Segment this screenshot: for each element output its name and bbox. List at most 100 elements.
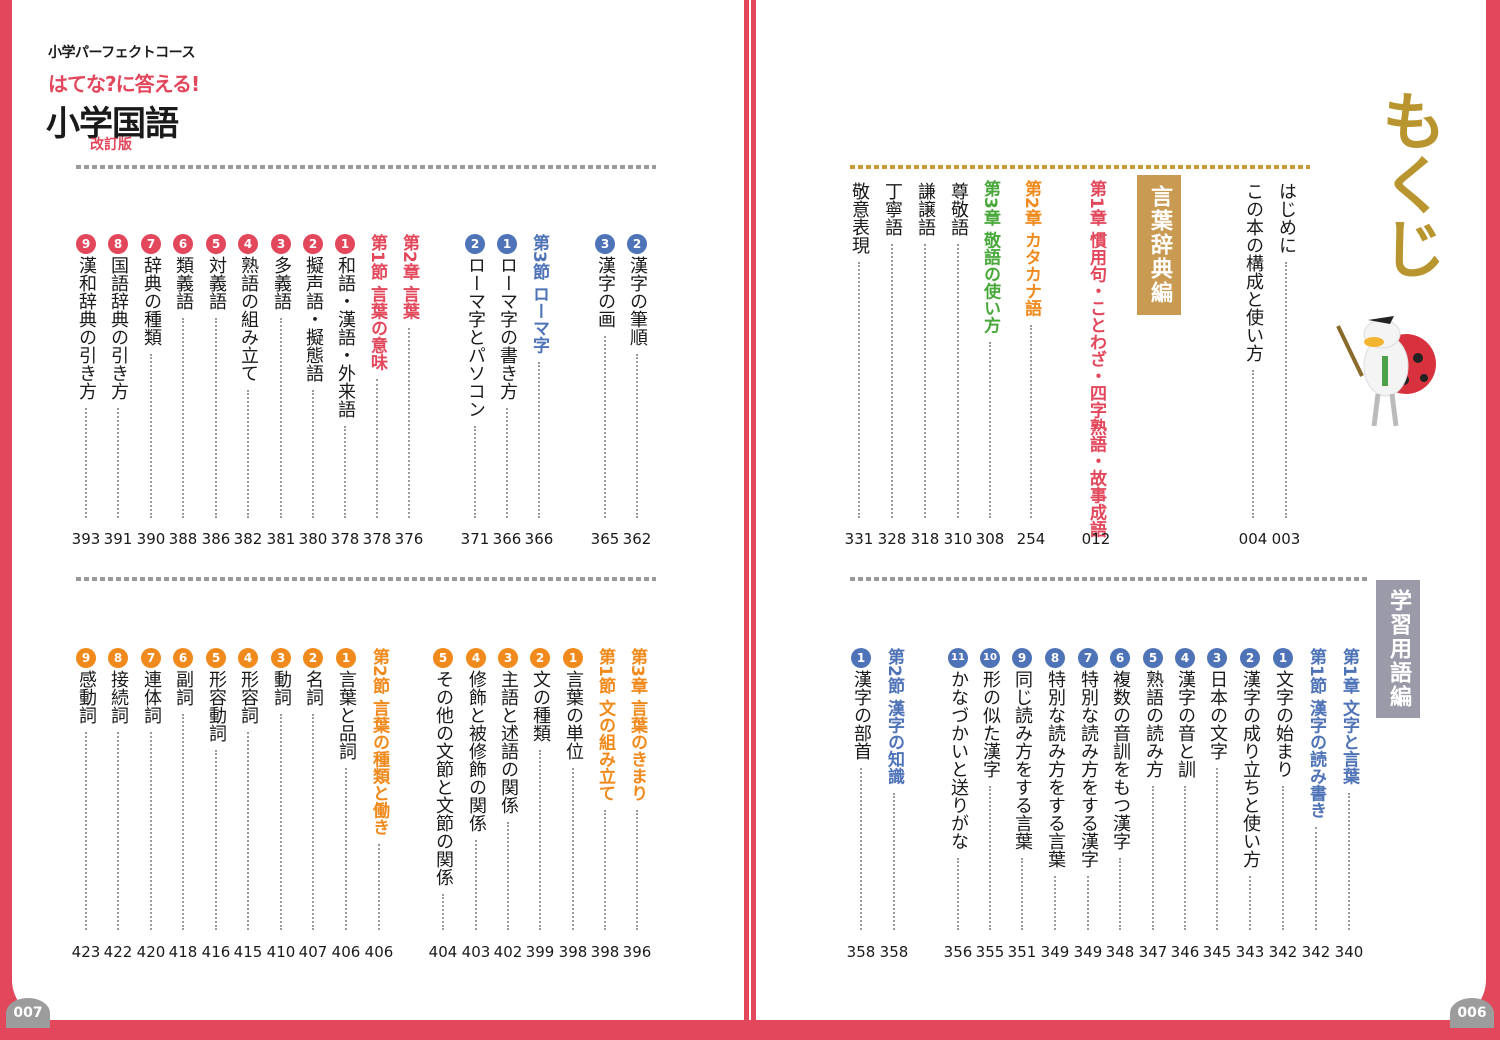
toc-label: 形の似た漢字 <box>980 670 1001 778</box>
toc-heading: 第3節 ローマ字 <box>529 234 549 354</box>
toc-page-number: 403 <box>461 943 491 961</box>
toc-page-number: 388 <box>168 530 198 548</box>
toc-page-number: 310 <box>943 530 973 548</box>
toc-label: はじめに <box>1276 182 1297 254</box>
leader-dots <box>539 750 541 930</box>
toc-heading: 第3章 敬語の使い方 <box>980 180 1000 334</box>
toc-entry: 8 特別な読み方をする言葉 <box>1040 648 1070 940</box>
leader-dots <box>475 840 477 930</box>
item-number-badge: 6 <box>1110 648 1130 668</box>
item-number-badge: 7 <box>141 648 161 668</box>
leader-dots <box>1249 876 1251 930</box>
toc-page-number: 362 <box>622 530 652 548</box>
toc-entry: 第3章 言葉のきまり <box>622 648 652 940</box>
item-number-badge: 6 <box>173 648 193 668</box>
toc-heading: 第2節 漢字の知識 <box>884 648 904 785</box>
toc-entry: 丁寧語 <box>877 180 907 528</box>
leader-dots <box>85 408 87 518</box>
leader-dots <box>376 378 378 518</box>
edition-label: 改訂版 <box>90 137 132 153</box>
toc-page-number: 390 <box>136 530 166 548</box>
toc-entry: 1 文字の始まり <box>1268 648 1298 940</box>
toc-label: ローマ字とパソコン <box>465 256 486 418</box>
toc-page-number: 342 <box>1268 943 1298 961</box>
toc-label: 熟語の読み方 <box>1143 670 1164 778</box>
toc-entry: 1 言葉と品詞 <box>331 648 361 940</box>
gutter-line <box>749 0 751 1020</box>
section-label: 言葉辞典編 <box>1147 185 1172 305</box>
toc-page-number: 376 <box>394 530 424 548</box>
toc-entry: 4 熟語の組み立て <box>233 234 263 528</box>
toc-entry: 第1章 文字と言葉 <box>1334 648 1364 940</box>
book-title: 小学国語 <box>46 104 179 144</box>
toc-entry: はじめに <box>1271 180 1301 528</box>
toc-entry: 8 国語辞典の引き方 <box>103 234 133 528</box>
toc-page-number: 399 <box>525 943 555 961</box>
toc-page-number: 366 <box>524 530 554 548</box>
leader-dots <box>1348 792 1350 930</box>
leader-dots <box>1315 826 1317 930</box>
item-number-badge: 9 <box>76 234 96 254</box>
item-number-badge: 5 <box>1143 648 1163 668</box>
item-number-badge: 1 <box>851 648 871 668</box>
toc-entry: 5 形容動詞 <box>201 648 231 940</box>
toc-entry: 1 言葉の単位 <box>558 648 588 940</box>
item-number-badge: 9 <box>76 648 96 668</box>
item-number-badge: 8 <box>108 648 128 668</box>
toc-page-number: 380 <box>298 530 328 548</box>
toc-page-number: 345 <box>1202 943 1232 961</box>
toc-label: 複数の音訓をもつ漢字 <box>1110 670 1131 850</box>
toc-heading: 第1章 文字と言葉 <box>1339 648 1359 785</box>
leader-dots <box>506 408 508 518</box>
toc-page-number: 365 <box>590 530 620 548</box>
toc-entry: 第2節 言葉の種類と働き <box>364 648 394 940</box>
leader-dots <box>1087 876 1089 930</box>
leader-dots <box>1282 786 1284 930</box>
divider <box>850 165 1310 169</box>
toc-entry: 第2章 言葉 <box>394 234 424 528</box>
tagline: はてな?に答える! <box>48 72 200 96</box>
toc-heading: 第2節 言葉の種類と働き <box>369 648 389 836</box>
item-number-badge: 11 <box>948 648 968 668</box>
item-number-badge: 4 <box>238 648 258 668</box>
toc-heading: 第2章 カタカナ語 <box>1021 180 1041 317</box>
leader-dots <box>957 244 959 518</box>
toc-entry: 1 和語・漢語・外来語 <box>330 234 360 528</box>
leader-dots <box>280 714 282 930</box>
item-number-badge: 6 <box>173 234 193 254</box>
leader-dots <box>636 809 638 930</box>
toc-page-number: 349 <box>1073 943 1103 961</box>
toc-page-number: 012 <box>1081 530 1111 548</box>
item-number-badge: 3 <box>595 234 615 254</box>
item-number-badge: 2 <box>1240 648 1260 668</box>
leader-dots <box>117 732 119 930</box>
toc-page-number: 308 <box>975 530 1005 548</box>
toc-label: 熟語の組み立て <box>238 256 259 382</box>
toc-label: 辞典の種類 <box>141 256 162 346</box>
leader-dots <box>957 858 959 930</box>
toc-entry: 9 漢和辞典の引き方 <box>71 234 101 528</box>
leader-dots <box>858 262 860 518</box>
toc-entry: 5 熟語の読み方 <box>1138 648 1168 940</box>
section-box-kotoba-jiten: 言葉辞典編 <box>1137 175 1181 315</box>
toc-label: 接続詞 <box>108 670 129 724</box>
toc-entry: 5 その他の文節と文節の関係 <box>428 648 458 940</box>
toc-entry: 3 主語と述語の関係 <box>493 648 523 940</box>
item-number-badge: 1 <box>1273 648 1293 668</box>
toc-label: 漢字の画 <box>595 256 616 328</box>
leader-dots <box>1216 768 1218 930</box>
toc-page-number: 003 <box>1271 530 1301 548</box>
toc-label: 副詞 <box>173 670 194 706</box>
leader-dots <box>1152 786 1154 930</box>
toc-entry: 9 感動詞 <box>71 648 101 940</box>
leader-dots <box>378 843 380 930</box>
item-number-badge: 4 <box>1175 648 1195 668</box>
leader-dots <box>150 732 152 930</box>
toc-label: 丁寧語 <box>882 182 903 236</box>
toc-page-number: 356 <box>943 943 973 961</box>
toc-label: この本の構成と使い方 <box>1243 182 1264 362</box>
toc-entry: 第1章 慣用句・ことわざ・四字熟語・故事成語 <box>1081 180 1111 538</box>
right-page <box>756 0 1486 1020</box>
leader-dots <box>442 894 444 930</box>
item-number-badge: 1 <box>335 234 355 254</box>
